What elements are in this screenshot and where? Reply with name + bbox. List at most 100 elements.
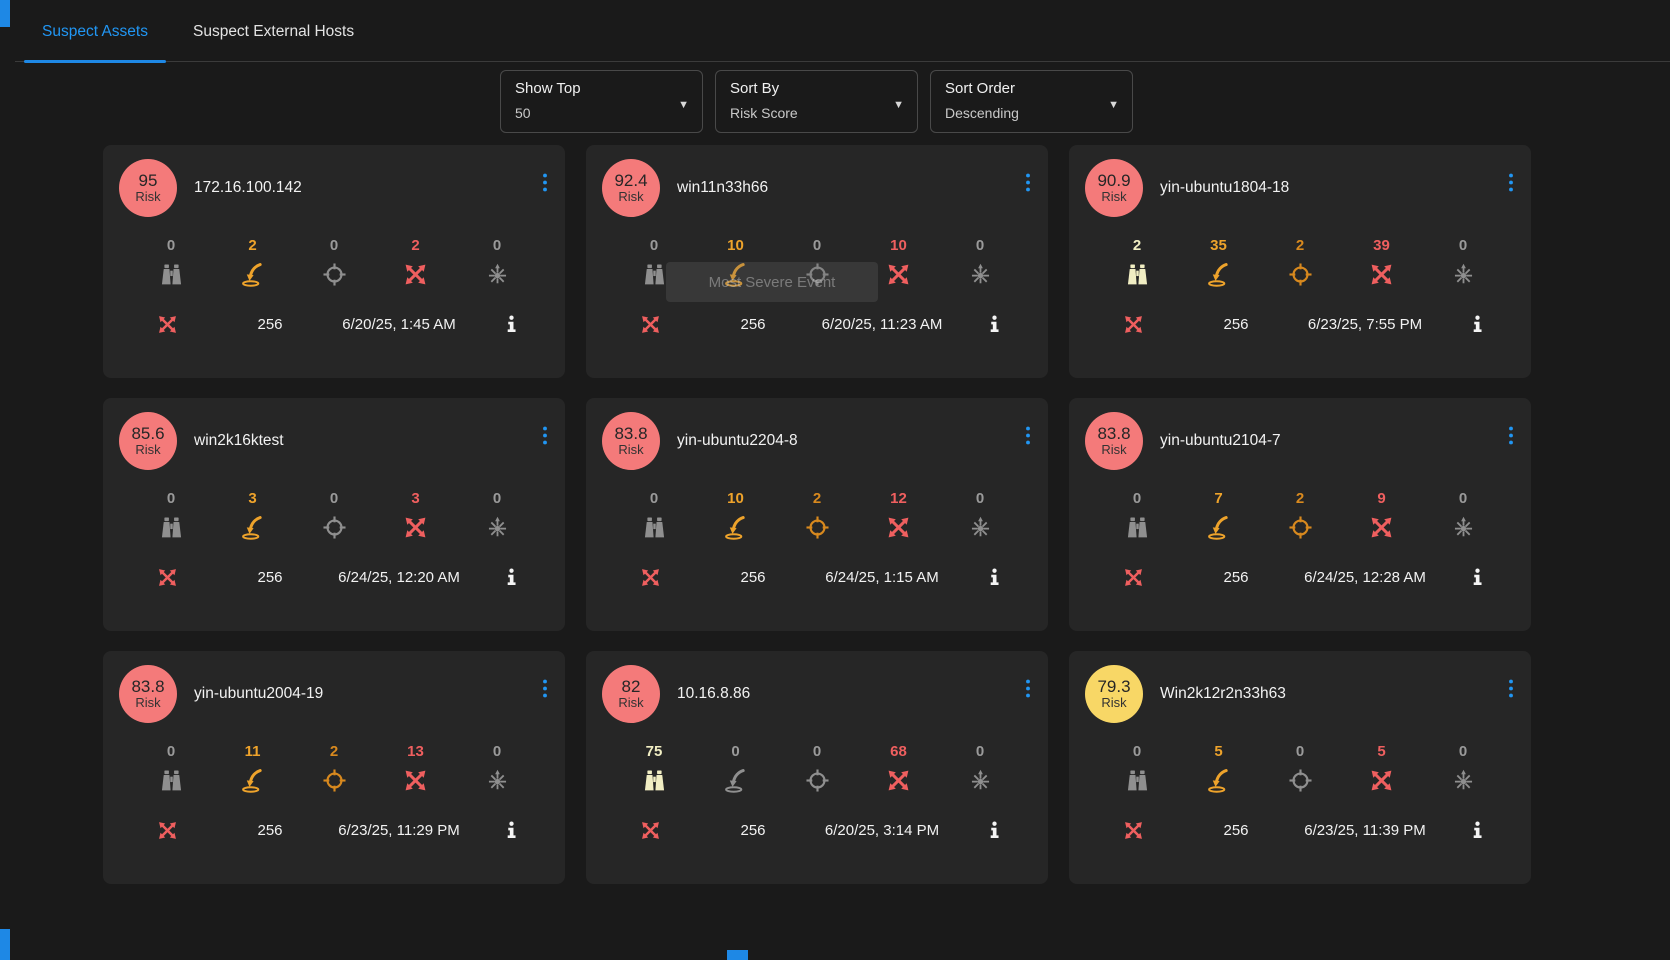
stat-count: 68 (890, 743, 907, 760)
dropdown-value: Descending (945, 105, 1019, 121)
stat-count: 0 (649, 490, 659, 507)
card-header: 79.3 Risk Win2k12r2n33h63 (1085, 665, 1515, 723)
asset-card[interactable]: 95 Risk 172.16.100.142 0 2 0 2 (103, 145, 565, 378)
asset-card[interactable]: 92.4 Risk win11n33h66 0 10 0 10 (586, 145, 1048, 378)
stat-count: 0 (975, 743, 985, 760)
kebab-menu-icon[interactable] (541, 678, 549, 699)
stat-count: 0 (1458, 237, 1468, 254)
landing-arrow-icon (239, 261, 266, 288)
card-footer: 256 6/23/25, 11:29 PM (119, 819, 549, 842)
stat-count: 0 (166, 490, 176, 507)
asset-card[interactable]: 82 Risk 10.16.8.86 75 0 0 68 (586, 651, 1048, 884)
asset-card[interactable]: 83.8 Risk yin-ubuntu2204-8 0 10 2 12 (586, 398, 1048, 631)
kill-chain-stats: 0 10 2 12 0 (602, 490, 1032, 541)
stat-propagation: 0 (467, 743, 527, 794)
asset-card[interactable]: 83.8 Risk yin-ubuntu2104-7 0 7 2 9 (1069, 398, 1531, 631)
info-icon[interactable] (1439, 821, 1515, 840)
risk-badge: 83.8 Risk (602, 412, 660, 470)
info-icon[interactable] (1439, 315, 1515, 334)
stat-exploitation: 0 (304, 237, 364, 288)
stat-exploitation: 2 (1270, 490, 1330, 541)
stat-count: 7 (1214, 490, 1223, 507)
last-event-timestamp: 6/24/25, 1:15 AM (825, 569, 939, 586)
card-footer: 256 6/23/25, 11:39 PM (1085, 819, 1515, 842)
tab-suspect-assets[interactable]: Suspect Assets (24, 23, 166, 63)
kill-chain-stats: 0 7 2 9 0 (1085, 490, 1515, 541)
stat-exfiltration: 3 (386, 490, 446, 541)
stat-count: 0 (649, 237, 659, 254)
asset-card[interactable]: 83.8 Risk yin-ubuntu2004-19 0 11 2 13 (103, 651, 565, 884)
most-severe-stage-crossed-arrows-icon (602, 313, 698, 336)
asset-card[interactable]: 85.6 Risk win2k16ktest 0 3 0 3 (103, 398, 565, 631)
stat-count: 11 (244, 743, 261, 760)
kebab-menu-icon[interactable] (1024, 172, 1032, 193)
stat-count: 2 (1295, 237, 1305, 254)
card-header: 82 Risk 10.16.8.86 (602, 665, 1032, 723)
info-icon[interactable] (473, 315, 549, 334)
sort-order-dropdown[interactable]: Sort Order Descending ▼ (930, 70, 1133, 133)
card-footer: 256 6/20/25, 1:45 AM (119, 313, 549, 336)
binoculars-icon (1124, 514, 1151, 541)
radiate-icon (484, 514, 511, 541)
risk-score: 95 (138, 170, 158, 190)
info-icon[interactable] (956, 821, 1032, 840)
card-footer: 256 6/24/25, 12:20 AM (119, 566, 549, 589)
kebab-menu-icon[interactable] (1024, 425, 1032, 446)
risk-label: Risk (135, 442, 161, 458)
stat-count: 0 (329, 490, 339, 507)
info-icon[interactable] (956, 568, 1032, 587)
risk-badge: 95 Risk (119, 159, 177, 217)
crossed-arrows-icon (885, 261, 912, 288)
show-top-dropdown[interactable]: Show Top 50 ▼ (500, 70, 703, 133)
kebab-menu-icon[interactable] (1507, 172, 1515, 193)
last-event-timestamp: 6/24/25, 12:28 AM (1304, 569, 1426, 586)
info-icon[interactable] (1439, 568, 1515, 587)
stat-propagation: 0 (1433, 743, 1493, 794)
stat-count: 2 (1295, 490, 1305, 507)
info-icon[interactable] (956, 315, 1032, 334)
last-event-timestamp: 6/20/25, 11:23 AM (821, 316, 943, 333)
last-event-timestamp: 6/20/25, 3:14 PM (824, 822, 940, 839)
stat-infiltration: 10 (706, 237, 766, 288)
stat-propagation: 0 (467, 490, 527, 541)
kebab-menu-icon[interactable] (1024, 678, 1032, 699)
crosshair-icon (321, 767, 348, 794)
event-count: 256 (740, 569, 766, 586)
stat-reconnaissance: 0 (624, 490, 684, 541)
kebab-menu-icon[interactable] (541, 425, 549, 446)
kebab-menu-icon[interactable] (541, 172, 549, 193)
radiate-icon (484, 261, 511, 288)
stat-reconnaissance: 0 (624, 237, 684, 288)
last-event-timestamp: 6/20/25, 1:45 AM (342, 316, 456, 333)
binoculars-icon (1124, 767, 1151, 794)
risk-label: Risk (1101, 442, 1127, 458)
stat-exploitation: 2 (1270, 237, 1330, 288)
binoculars-icon (641, 514, 668, 541)
kebab-menu-icon[interactable] (1507, 678, 1515, 699)
risk-label: Risk (1101, 189, 1127, 205)
dropdown-value: 50 (515, 105, 531, 121)
stat-count: 0 (1132, 743, 1142, 760)
sort-by-dropdown[interactable]: Sort By Risk Score ▼ (715, 70, 918, 133)
info-icon[interactable] (473, 821, 549, 840)
radiate-icon (1450, 514, 1477, 541)
risk-label: Risk (618, 189, 644, 205)
risk-score: 82 (621, 676, 641, 696)
tab-suspect-external-hosts[interactable]: Suspect External Hosts (192, 23, 355, 40)
stat-propagation: 0 (467, 237, 527, 288)
most-severe-stage-crossed-arrows-icon (119, 819, 215, 842)
info-icon[interactable] (473, 568, 549, 587)
stat-count: 13 (407, 743, 424, 760)
stat-count: 10 (727, 490, 744, 507)
stat-count: 0 (812, 237, 822, 254)
event-count: 256 (257, 316, 283, 333)
asset-card[interactable]: 79.3 Risk Win2k12r2n33h63 0 5 0 5 (1069, 651, 1531, 884)
crossed-arrows-icon (1368, 261, 1395, 288)
stat-count: 0 (166, 743, 176, 760)
most-severe-stage-crossed-arrows-icon (602, 819, 698, 842)
crosshair-icon (1287, 767, 1314, 794)
crossed-arrows-icon (1368, 767, 1395, 794)
asset-card[interactable]: 90.9 Risk yin-ubuntu1804-18 2 35 2 39 (1069, 145, 1531, 378)
stat-exploitation: 0 (1270, 743, 1330, 794)
kebab-menu-icon[interactable] (1507, 425, 1515, 446)
